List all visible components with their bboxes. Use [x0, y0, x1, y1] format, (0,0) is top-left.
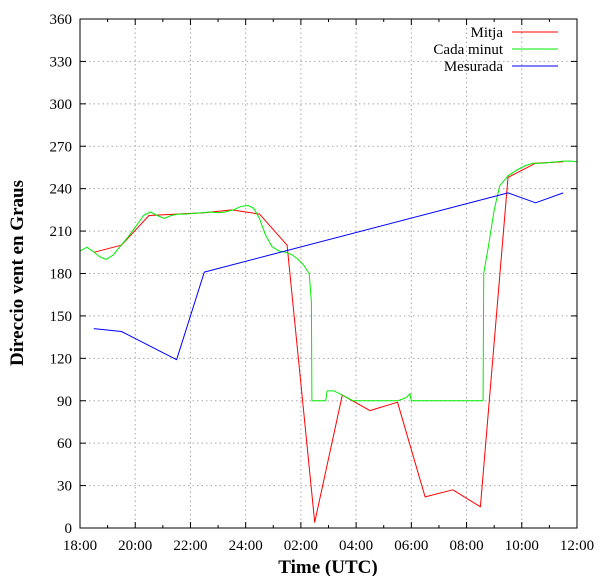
y-tick-label: 270: [50, 139, 73, 155]
series-line-cada-minut: [79, 160, 578, 402]
series-line-mesurada: [93, 192, 564, 361]
legend-label: Mitja: [471, 25, 504, 41]
y-tick-label: 30: [57, 479, 72, 495]
y-tick-label: 120: [50, 351, 73, 367]
x-tick-label: 04:00: [339, 538, 373, 554]
legend-label: Mesurada: [444, 59, 503, 75]
x-tick-label: 06:00: [394, 538, 428, 554]
x-tick-label: 20:00: [118, 538, 152, 554]
x-tick-label: 02:00: [284, 538, 318, 554]
axis-ticks: [79, 18, 578, 529]
y-tick-label: 330: [50, 54, 73, 70]
y-tick-label: 150: [50, 309, 73, 325]
y-tick-label: 0: [65, 521, 73, 537]
series-lines: [79, 160, 578, 523]
x-tick-label: 24:00: [229, 538, 263, 554]
grid: [80, 19, 577, 528]
x-tick-label: 12:00: [560, 538, 594, 554]
x-tick-label: 22:00: [173, 538, 207, 554]
axis-tick-labels: 0 30 60 90 120 150 180 210 240 270 300 330 360 18:00 2…: [50, 12, 595, 554]
y-tick-label: 60: [57, 436, 72, 452]
y-tick-label: 180: [50, 267, 73, 283]
y-tick-label: 90: [57, 394, 72, 410]
y-axis-title: Direccio vent en Graus: [7, 180, 28, 366]
series-line-mitja: [93, 161, 564, 523]
x-tick-label: 10:00: [505, 538, 539, 554]
y-tick-label: 300: [50, 97, 73, 113]
legend-label: Cada minut: [433, 42, 503, 58]
x-axis-title: Time (UTC): [278, 557, 377, 576]
x-tick-label: 18:00: [63, 538, 97, 554]
y-tick-label: 210: [50, 224, 73, 240]
y-tick-label: 360: [50, 12, 73, 28]
y-tick-label: 240: [50, 182, 73, 198]
x-tick-label: 08:00: [449, 538, 483, 554]
